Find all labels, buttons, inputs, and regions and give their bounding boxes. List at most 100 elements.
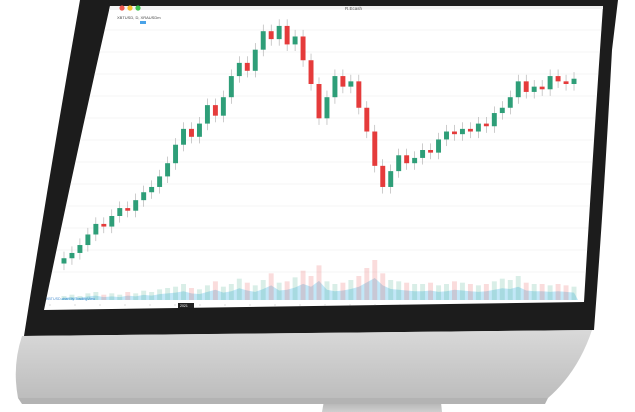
candle[interactable]: [364, 107, 370, 132]
candle[interactable]: [571, 78, 577, 84]
volume-bar: [348, 280, 354, 300]
candle[interactable]: [109, 216, 115, 227]
volume-bar: [133, 293, 139, 300]
maximize-icon[interactable]: [135, 5, 141, 11]
candle[interactable]: [499, 107, 505, 114]
candle[interactable]: [157, 176, 163, 187]
candle[interactable]: [428, 150, 434, 153]
candle[interactable]: [252, 49, 258, 71]
candle[interactable]: [196, 123, 202, 137]
candle[interactable]: [340, 76, 346, 87]
candle[interactable]: [204, 105, 210, 124]
candle[interactable]: [396, 155, 402, 172]
candle[interactable]: [117, 208, 123, 216]
volume-bar: [571, 286, 577, 300]
candle[interactable]: [149, 186, 155, 193]
candle[interactable]: [228, 76, 234, 98]
volume-bar: [332, 284, 338, 300]
candle[interactable]: [69, 252, 75, 259]
volume-bar: [228, 284, 234, 300]
candle[interactable]: [324, 97, 330, 119]
volume-bar: [420, 284, 426, 300]
candle[interactable]: [189, 128, 194, 137]
candle[interactable]: [348, 81, 354, 87]
candle[interactable]: [475, 123, 481, 132]
volume-bar: [284, 281, 290, 300]
candle[interactable]: [420, 150, 426, 158]
candle[interactable]: [531, 86, 537, 92]
candle[interactable]: [300, 36, 306, 61]
candle[interactable]: [507, 97, 513, 108]
candle[interactable]: [404, 155, 410, 164]
candle[interactable]: [356, 81, 362, 108]
symbol-label: XBTUSD, D, XRAUSDm: [117, 15, 161, 20]
candle[interactable]: [244, 62, 250, 71]
candle[interactable]: [284, 25, 290, 45]
volume-bar: [531, 284, 537, 300]
candle[interactable]: [491, 113, 497, 127]
candle[interactable]: [452, 131, 457, 135]
volume-bar: [109, 293, 115, 300]
volume-bar: [555, 284, 561, 300]
candle[interactable]: [539, 86, 545, 90]
candle[interactable]: [523, 81, 529, 92]
volume-bar: [316, 265, 322, 300]
candle[interactable]: [181, 128, 186, 145]
candle[interactable]: [77, 245, 83, 253]
candle[interactable]: [412, 157, 418, 164]
candle[interactable]: [316, 84, 322, 119]
volume-bar: [308, 276, 314, 300]
candle[interactable]: [515, 81, 521, 98]
screen: [44, 6, 603, 310]
volume-bar: [93, 292, 99, 300]
candle[interactable]: [133, 200, 139, 211]
volume-bar: [268, 273, 274, 300]
candle[interactable]: [388, 171, 394, 187]
candle[interactable]: [165, 163, 171, 177]
candle[interactable]: [85, 234, 91, 246]
candle[interactable]: [236, 62, 242, 77]
volume-bar: [428, 282, 434, 300]
candle[interactable]: [547, 76, 553, 90]
candle[interactable]: [268, 31, 274, 40]
candle[interactable]: [332, 76, 338, 98]
volume-bar: [436, 285, 442, 300]
candle[interactable]: [101, 223, 107, 227]
candle[interactable]: [380, 165, 386, 187]
candle[interactable]: [61, 258, 67, 264]
candle[interactable]: [555, 76, 561, 82]
candle[interactable]: [292, 36, 298, 45]
window-title: R.Ecash: [345, 6, 363, 11]
candle[interactable]: [308, 60, 314, 84]
volume-bar: [220, 286, 226, 300]
volume-bar: [356, 276, 362, 300]
candle[interactable]: [141, 192, 147, 201]
candle[interactable]: [220, 97, 226, 116]
candle[interactable]: [125, 208, 131, 211]
volume-bar: [196, 289, 202, 300]
volume-bar: [244, 282, 250, 300]
monitor-chin: [15, 330, 592, 398]
candle[interactable]: [212, 105, 218, 116]
volume-bar: [260, 280, 266, 300]
indicator-badge[interactable]: [140, 21, 146, 24]
candle[interactable]: [459, 128, 465, 135]
candle[interactable]: [93, 223, 99, 235]
candle[interactable]: [260, 31, 266, 50]
volume-bar: [189, 288, 194, 300]
candle[interactable]: [173, 144, 179, 164]
date-highlight-label: 2021: [180, 304, 188, 308]
minimize-icon[interactable]: [127, 5, 133, 11]
candle[interactable]: [372, 131, 378, 166]
candle[interactable]: [444, 131, 449, 140]
candle[interactable]: [467, 128, 473, 132]
candle[interactable]: [436, 139, 442, 153]
candle[interactable]: [483, 123, 489, 127]
volume-bar: [292, 277, 298, 300]
volume-bar: [101, 294, 107, 300]
candle[interactable]: [276, 25, 282, 40]
close-icon[interactable]: [119, 5, 125, 11]
candle[interactable]: [563, 81, 569, 84]
volume-bar: [173, 286, 179, 300]
